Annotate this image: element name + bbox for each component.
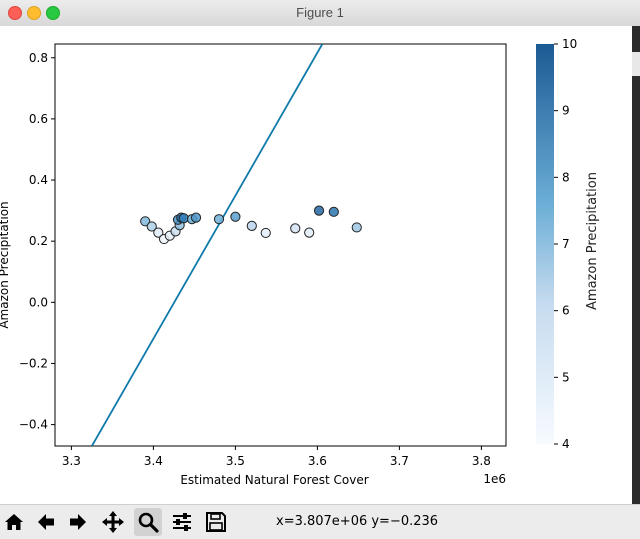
x-axis-label: Estimated Natural Forest Cover (180, 473, 368, 487)
window-titlebar: Figure 1 (0, 0, 640, 27)
configure-subplots-icon (173, 513, 191, 531)
scatter-point (260, 227, 271, 239)
colorbar-tick-label: 6 (562, 304, 570, 318)
scatter-point (304, 227, 315, 238)
forward-arrow-icon (70, 514, 86, 530)
back-arrow-icon (38, 514, 54, 530)
x-tick-label: 3.3 (62, 454, 81, 468)
forward-button[interactable] (64, 508, 92, 536)
x-tick-label: 3.6 (308, 454, 327, 468)
close-window-button[interactable] (8, 6, 22, 20)
scatter-point (246, 220, 257, 231)
y-tick-label: 0.8 (29, 51, 48, 65)
colorbar-tick-label: 9 (562, 104, 570, 118)
cursor-coordinates: x=3.807e+06 y=−0.236 (276, 514, 439, 529)
colorbar (536, 44, 554, 444)
home-icon (5, 514, 23, 530)
figure-canvas[interactable]: 3.3 3.4 3.5 3.6 3.7 3.8 0.8 0.6 0.4 0.2 0.0 −0.2 −0.… (0, 26, 632, 504)
scatter-point (313, 205, 325, 216)
x-tick-label: 3.8 (472, 454, 491, 468)
scatter-point (153, 227, 164, 238)
x-offset-label: 1e6 (483, 472, 506, 486)
fit-line (91, 44, 324, 446)
scatter-figure: 3.3 3.4 3.5 3.6 3.7 3.8 0.8 0.6 0.4 0.2 0.0 −0.2 −0.… (0, 37, 600, 487)
y-tick-label: 0.0 (29, 295, 48, 309)
scatter-point (290, 223, 301, 234)
scatter-point (140, 216, 151, 227)
y-axis-label: Amazon Precipitation (0, 201, 11, 328)
scatter-point (351, 222, 362, 233)
colorbar-tick-label: 10 (562, 37, 577, 51)
x-tick-label: 3.7 (390, 454, 409, 468)
x-tick-label: 3.4 (144, 454, 163, 468)
minimize-window-button[interactable] (27, 6, 41, 20)
colorbar-tick-label: 8 (562, 170, 570, 184)
scatter-point (328, 206, 339, 217)
configure-subplots-button[interactable] (168, 508, 196, 536)
y-tick-label: −0.2 (19, 356, 48, 370)
pan-button[interactable] (99, 508, 127, 536)
y-tick-label: 0.6 (29, 112, 48, 126)
y-tick-label: 0.4 (29, 173, 48, 187)
colorbar-tick-label: 5 (562, 370, 570, 384)
save-disk-icon (206, 512, 226, 532)
navigation-toolbar: x=3.807e+06 y=−0.236 (0, 504, 640, 539)
y-tick-label: −0.4 (19, 418, 48, 432)
desktop-edge (632, 26, 640, 504)
y-tick-label: 0.2 (29, 234, 48, 248)
zoom-magnifier-icon (138, 512, 159, 533)
colorbar-tick-label: 7 (562, 237, 570, 251)
plot-frame (54, 43, 507, 447)
x-tick-label: 3.5 (226, 454, 245, 468)
scatter-point (146, 221, 157, 232)
colorbar-tick-label: 4 (562, 437, 570, 451)
home-button[interactable] (0, 508, 28, 536)
save-button[interactable] (202, 508, 230, 536)
zoom-button[interactable] (134, 508, 162, 536)
scatter-point (190, 212, 202, 223)
scatter-point (213, 214, 225, 225)
pan-move-icon (102, 511, 124, 533)
window-title: Figure 1 (296, 5, 344, 20)
scatter-point (230, 211, 241, 222)
maximize-window-button[interactable] (46, 6, 60, 20)
colorbar-label: Amazon Precipitation (585, 172, 600, 310)
back-button[interactable] (32, 508, 60, 536)
